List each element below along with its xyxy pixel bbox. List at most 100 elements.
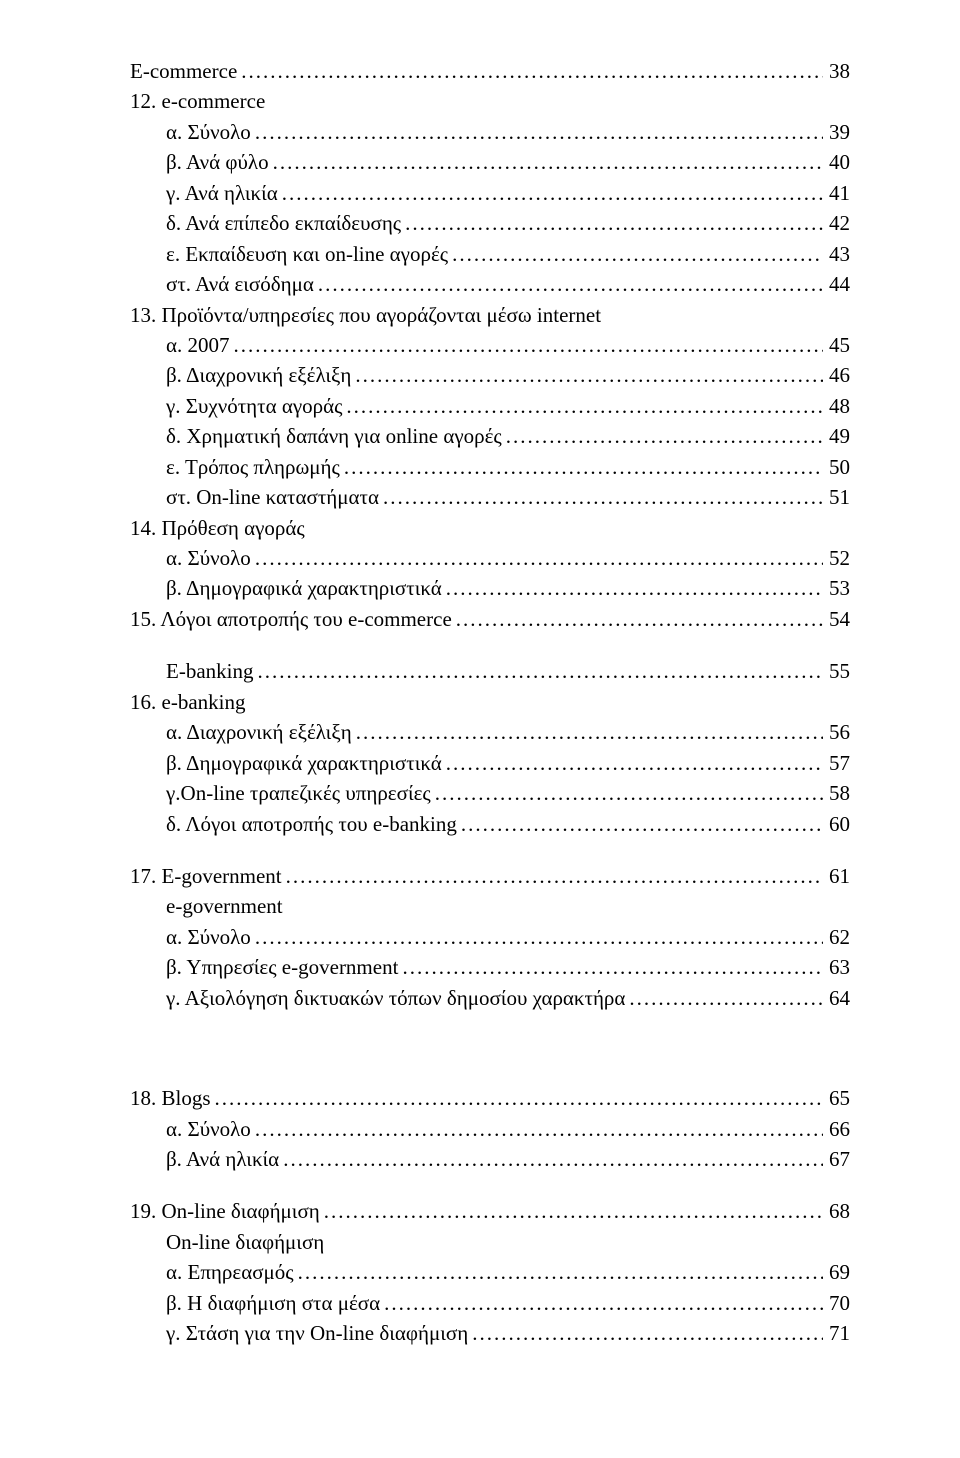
toc-leader-dots <box>442 748 823 778</box>
toc-entry: ε. Εκπαίδευση και on-line αγορές 43 <box>130 239 850 269</box>
toc-entry-page: 51 <box>823 482 850 512</box>
toc-leader-dots <box>442 573 823 603</box>
toc-entry: γ. Στάση για την On-line διαφήμιση71 <box>130 1318 850 1348</box>
toc-leader-dots <box>380 1288 823 1318</box>
toc-leader-dots <box>320 1196 823 1226</box>
toc-entry-label: 14. Πρόθεση αγοράς <box>130 513 305 543</box>
toc-entry: β. Ανά ηλικία67 <box>130 1144 850 1174</box>
toc-entry-page: 54 <box>823 604 850 634</box>
toc-leader-dots <box>279 1144 823 1174</box>
toc-entry-page: 43 <box>823 239 850 269</box>
toc-entry-label: β. Δημογραφικά χαρακτηριστικά <box>166 573 442 603</box>
toc-entry-label: E-commerce <box>130 56 237 86</box>
toc-entry-label: α. Σύνολο <box>166 117 251 147</box>
toc-entry: ε. Τρόπος πληρωμής50 <box>130 452 850 482</box>
toc-entry: δ. Χρηματική δαπάνη για online αγορές 49 <box>130 421 850 451</box>
toc-leader-dots <box>457 809 823 839</box>
toc-entry-page: 38 <box>823 56 850 86</box>
toc-entry-page: 49 <box>823 421 850 451</box>
toc-entry-page: 69 <box>823 1257 850 1287</box>
toc-entry: E-commerce 38 <box>130 56 850 86</box>
toc-entry: E-banking55 <box>130 656 850 686</box>
toc-leader-dots <box>340 452 823 482</box>
toc-entry: β. Δημογραφικά χαρακτηριστικά 57 <box>130 748 850 778</box>
toc-entry-page: 68 <box>823 1196 850 1226</box>
toc-entry: α. Σύνολο62 <box>130 922 850 952</box>
toc-entry-label: α. Επηρεασμός <box>166 1257 294 1287</box>
toc-leader-dots <box>398 952 823 982</box>
toc-leader-dots <box>251 543 823 573</box>
toc-entry-page: 60 <box>823 809 850 839</box>
toc-entry-label: στ. On-line καταστήματα <box>166 482 379 512</box>
toc-entry-page: 48 <box>823 391 850 421</box>
toc-entry-page: 40 <box>823 147 850 177</box>
toc-leader-dots <box>401 208 823 238</box>
toc-entry-label: β. Ανά φύλο <box>166 147 269 177</box>
toc-entry: β. Ανά φύλο 40 <box>130 147 850 177</box>
toc-entry: γ. Ανά ηλικία41 <box>130 178 850 208</box>
toc-entry-label: 16. e-banking <box>130 687 245 717</box>
toc-entry-page: 63 <box>823 952 850 982</box>
spacer <box>130 839 850 861</box>
toc-entry-page: 66 <box>823 1114 850 1144</box>
toc-entry-label: β. Δημογραφικά χαρακτηριστικά <box>166 748 442 778</box>
toc-leader-dots <box>452 604 823 634</box>
toc-entry-label: γ. Συχνότητα αγοράς <box>166 391 342 421</box>
toc-leader-dots <box>253 656 823 686</box>
toc-entry-page: 61 <box>823 861 850 891</box>
toc-entry: α. Σύνολο52 <box>130 543 850 573</box>
toc-entry-label: γ.On-line τραπεζικές υπηρεσίες <box>166 778 431 808</box>
toc-entry-label: β. Ανά ηλικία <box>166 1144 279 1174</box>
toc-entry-label: β. Η διαφήμιση στα μέσα <box>166 1288 380 1318</box>
toc-leader-dots <box>448 239 823 269</box>
toc-leader-dots <box>502 421 823 451</box>
toc-leader-dots <box>352 717 823 747</box>
toc-entry-label: 18. Blogs <box>130 1083 211 1113</box>
toc-entry-page: 58 <box>823 778 850 808</box>
toc-entry-label: δ. Χρηματική δαπάνη για online αγορές <box>166 421 502 451</box>
toc-entry-label: δ. Ανά επίπεδο εκπαίδευσης <box>166 208 401 238</box>
toc-entry-label: 17. E-government <box>130 861 282 891</box>
toc-entry: στ. Ανά εισόδημα44 <box>130 269 850 299</box>
toc-entry: γ. Συχνότητα αγοράς 48 <box>130 391 850 421</box>
toc-leader-dots <box>351 360 823 390</box>
toc-entry: On-line διαφήμιση <box>130 1227 850 1257</box>
toc-leader-dots <box>230 330 823 360</box>
toc-leader-dots <box>342 391 823 421</box>
toc-entry: α. Επηρεασμός 69 <box>130 1257 850 1287</box>
toc-entry: 12. e-commerce <box>130 86 850 116</box>
toc-leader-dots <box>278 178 823 208</box>
toc-entry-label: β. Υπηρεσίες e-government <box>166 952 398 982</box>
toc-entry: β. Υπηρεσίες e-government 63 <box>130 952 850 982</box>
toc-entry: β. Διαχρονική εξέλιξη46 <box>130 360 850 390</box>
toc-entry-label: γ. Στάση για την On-line διαφήμιση <box>166 1318 468 1348</box>
spacer <box>130 1013 850 1083</box>
toc-entry-label: ε. Εκπαίδευση και on-line αγορές <box>166 239 448 269</box>
toc-entry-page: 57 <box>823 748 850 778</box>
toc-entry: 17. E-government 61 <box>130 861 850 891</box>
toc-entry-page: 50 <box>823 452 850 482</box>
toc-entry-page: 65 <box>823 1083 850 1113</box>
toc-entry-label: E-banking <box>166 656 253 686</box>
toc-entry: 18. Blogs 65 <box>130 1083 850 1113</box>
toc-entry-page: 42 <box>823 208 850 238</box>
toc-entry: α. Σύνολο39 <box>130 117 850 147</box>
toc-entry: γ. Αξιολόγηση δικτυακών τόπων δημοσίου χ… <box>130 983 850 1013</box>
toc-entry: β. Δημογραφικά χαρακτηριστικά53 <box>130 573 850 603</box>
toc-leader-dots <box>282 861 823 891</box>
toc-entry: 14. Πρόθεση αγοράς <box>130 513 850 543</box>
toc-entry-label: 19. On-line διαφήμιση <box>130 1196 320 1226</box>
toc-entry: στ. On-line καταστήματα 51 <box>130 482 850 512</box>
toc-entry-page: 52 <box>823 543 850 573</box>
toc-leader-dots <box>431 778 823 808</box>
toc-entry: 15. Λόγοι αποτροπής του e-commerce54 <box>130 604 850 634</box>
toc-entry: e-government <box>130 891 850 921</box>
toc-entry: 16. e-banking <box>130 687 850 717</box>
toc-entry-label: 13. Προϊόντα/υπηρεσίες που αγοράζονται μ… <box>130 300 601 330</box>
toc-entry-label: α. Διαχρονική εξέλιξη <box>166 717 352 747</box>
toc-leader-dots <box>237 56 823 86</box>
toc-entry-label: δ. Λόγοι αποτροπής του e-banking <box>166 809 457 839</box>
toc-entry: β. Η διαφήμιση στα μέσα70 <box>130 1288 850 1318</box>
toc-entry: δ. Λόγοι αποτροπής του e-banking 60 <box>130 809 850 839</box>
toc-entry: α. 200745 <box>130 330 850 360</box>
